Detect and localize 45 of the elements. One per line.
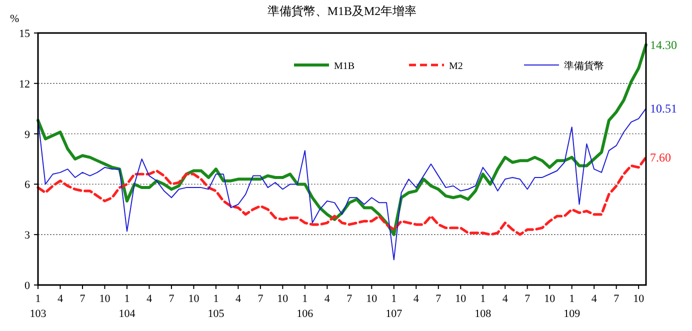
y-tick-label: 12 (19, 78, 30, 90)
x-tick-label: 7 (258, 293, 264, 305)
x-tick-label: 1 103 (30, 293, 47, 320)
x-tick-label: 1 105 (208, 293, 225, 320)
y-tick-label: 15 (19, 28, 30, 40)
line-series (36, 156, 648, 236)
x-tick-label: 1 107 (386, 293, 403, 320)
x-tick-label: 7 (524, 293, 531, 305)
data-label: 7.60 (650, 150, 671, 164)
y-tick-label: 0 (24, 280, 30, 292)
x-tick-label: 4 (413, 293, 420, 305)
y-axis-title: % (10, 13, 20, 25)
x-tick-label: 4 (146, 293, 152, 305)
x-tick-label: 10 (188, 293, 200, 305)
x-tick-label: 4 (57, 293, 64, 305)
x-tick-label: 10 (455, 293, 467, 305)
x-tick-label: 7 (346, 293, 353, 305)
data-label: 14.30 (650, 38, 677, 52)
y-tick-label: 3 (24, 230, 30, 242)
legend-label: M1B (334, 61, 355, 72)
y-tick-label: 6 (24, 179, 30, 192)
x-tick-label: 4 (235, 293, 242, 305)
legend-label: 準備貨幣 (564, 60, 604, 72)
x-tick-label: 1 104 (118, 293, 136, 320)
x-tick-label: 10 (99, 293, 111, 305)
x-tick-label: 7 (614, 293, 620, 305)
x-tick-label: 4 (324, 293, 330, 305)
legend-label: M2 (449, 61, 463, 72)
x-tick-label: 4 (502, 293, 508, 305)
x-tick-label: 1 106 (296, 293, 314, 320)
x-tick-label: 1 109 (564, 293, 581, 320)
x-tick-label: 1 108 (474, 293, 492, 320)
y-tick-label: 9 (24, 128, 30, 141)
x-tick-label: 7 (80, 293, 86, 305)
chart-title: 準備貨幣、M1B及M2年增率 (267, 4, 417, 18)
line-series (36, 43, 648, 236)
data-label: 10.51 (650, 101, 677, 116)
line-series (38, 108, 646, 260)
x-tick-label: 10 (366, 293, 378, 305)
x-tick-label: 4 (591, 293, 598, 305)
x-tick-label: 10 (277, 293, 289, 305)
x-tick-label: 7 (168, 293, 175, 305)
x-tick-label: 7 (436, 293, 442, 305)
x-tick-label: 10 (544, 293, 556, 305)
x-tick-label: 10 (633, 293, 645, 305)
